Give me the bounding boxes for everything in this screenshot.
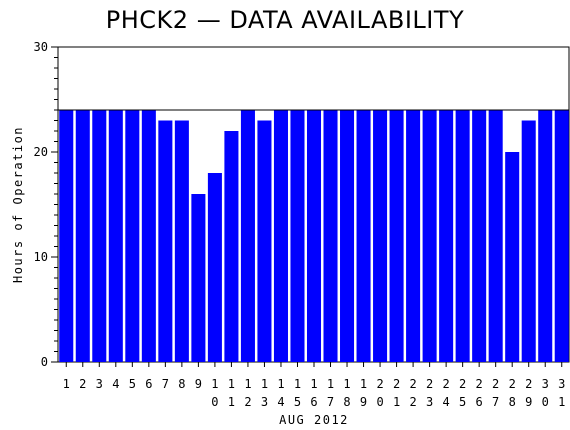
x-tick-label: 9 [525,395,532,409]
bar-day-20 [373,110,388,362]
y-tick-label: 30 [34,40,48,54]
x-tick-label: 0 [542,395,549,409]
x-tick-label: 1 [63,377,70,391]
x-tick-label: 5 [459,395,466,409]
x-tick-label: 2 [426,377,433,391]
x-tick-label: 2 [525,377,532,391]
bar-day-7 [158,120,173,362]
bar-day-8 [174,120,189,362]
bar-day-4 [108,110,123,362]
x-tick-label: 1 [211,377,218,391]
bar-day-14 [273,110,288,362]
bar-day-31 [554,110,569,362]
bar-day-3 [92,110,107,362]
bar-day-24 [439,110,454,362]
x-tick-label: 1 [228,395,235,409]
bar-day-28 [505,152,520,362]
x-tick-label: 3 [261,395,268,409]
y-tick-label: 10 [34,250,48,264]
x-tick-label: 3 [558,377,565,391]
bar-day-18 [340,110,355,362]
y-tick-label: 0 [41,355,48,369]
bar-day-17 [323,110,338,362]
x-tick-label: 9 [195,377,202,391]
x-tick-label: 1 [327,377,334,391]
x-tick-label: 4 [112,377,119,391]
x-tick-label: 2 [79,377,86,391]
x-tick-label: 1 [558,395,565,409]
x-tick-label: 1 [294,377,301,391]
x-tick-label: 7 [162,377,169,391]
bar-day-2 [75,110,90,362]
x-tick-label: 4 [443,395,450,409]
x-tick-label: 5 [294,395,301,409]
x-tick-label: 1 [228,377,235,391]
x-tick-label: 1 [360,377,367,391]
x-tick-label: 7 [492,395,499,409]
bar-day-25 [455,110,470,362]
x-tick-label: 3 [426,395,433,409]
bar-day-11 [224,131,239,362]
x-tick-label: 6 [145,377,152,391]
bar-day-6 [141,110,156,362]
bar-day-30 [538,110,553,362]
x-tick-label: 1 [277,377,284,391]
bar-day-29 [521,120,536,362]
bar-day-26 [472,110,487,362]
x-tick-label: 6 [476,395,483,409]
x-tick-label: 5 [129,377,136,391]
x-tick-label: 2 [443,377,450,391]
bar-day-1 [59,110,74,362]
x-tick-label: 2 [409,395,416,409]
chart-title: PHCK2 — DATA AVAILABILITY [105,6,465,34]
bar-day-23 [422,110,437,362]
x-axis-label: AUG 2012 [279,413,349,427]
x-tick-label: 2 [476,377,483,391]
x-tick-label: 3 [542,377,549,391]
bar-day-27 [488,110,503,362]
x-tick-label: 6 [310,395,317,409]
x-tick-label: 1 [343,377,350,391]
y-tick-label: 20 [34,145,48,159]
bar-day-5 [125,110,140,362]
x-tick-label: 1 [244,377,251,391]
bar-day-15 [290,110,305,362]
x-tick-label: 1 [261,377,268,391]
bar-day-19 [356,110,371,362]
x-tick-label: 0 [211,395,218,409]
x-tick-label: 8 [178,377,185,391]
bar-day-21 [389,110,404,362]
x-tick-label: 1 [310,377,317,391]
x-tick-label: 2 [244,395,251,409]
bar-day-9 [191,194,206,362]
bar-day-12 [240,110,255,362]
x-tick-label: 8 [343,395,350,409]
x-tick-label: 8 [509,395,516,409]
bar-day-10 [207,173,222,362]
x-tick-label: 7 [327,395,334,409]
bar-day-16 [306,110,322,362]
x-tick-label: 0 [376,395,383,409]
bar-day-13 [257,120,272,362]
x-tick-label: 2 [492,377,499,391]
x-tick-label: 2 [393,377,400,391]
x-tick-label: 4 [277,395,284,409]
x-tick-label: 2 [376,377,383,391]
x-tick-label: 1 [393,395,400,409]
x-tick-label: 9 [360,395,367,409]
x-tick-label: 2 [459,377,466,391]
y-axis-label: Hours of Operation [11,126,25,283]
x-tick-label: 3 [96,377,103,391]
bar-day-22 [406,110,421,362]
x-tick-label: 2 [409,377,416,391]
x-tick-label: 2 [509,377,516,391]
